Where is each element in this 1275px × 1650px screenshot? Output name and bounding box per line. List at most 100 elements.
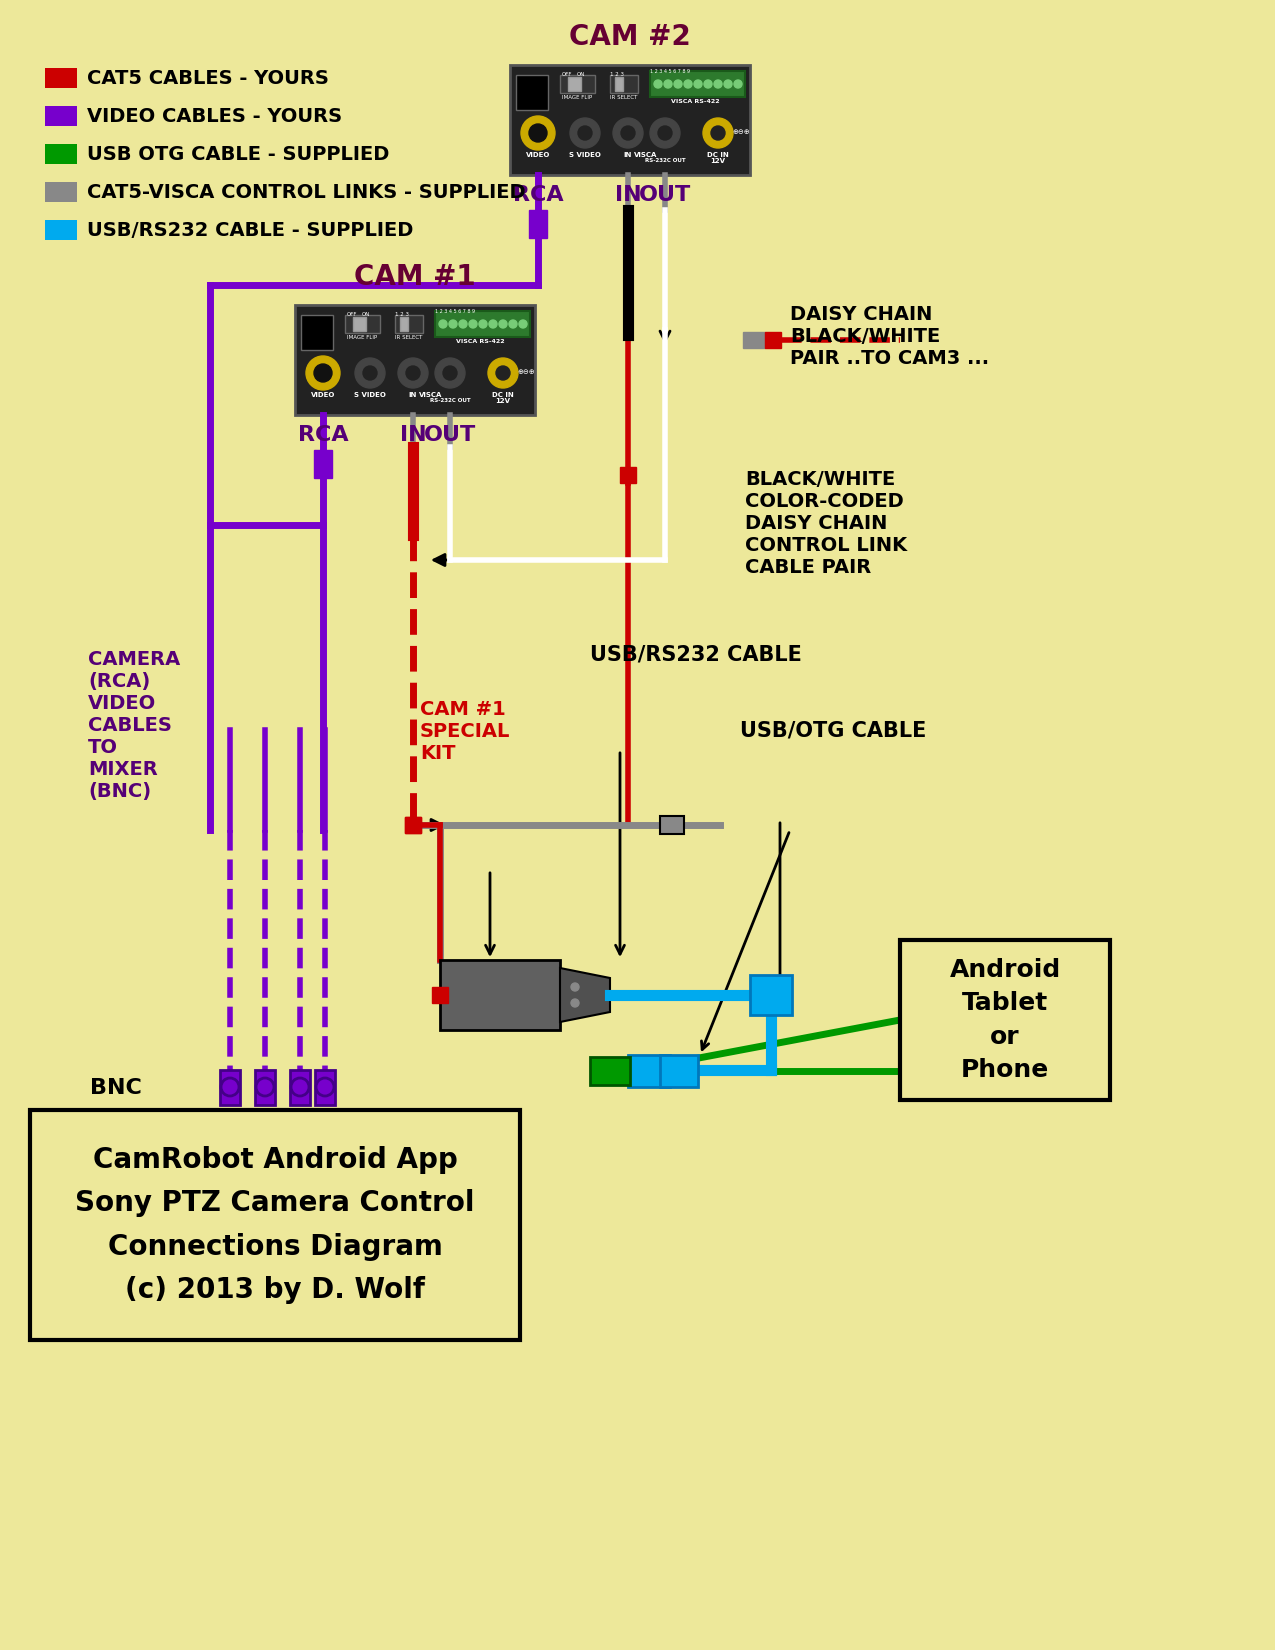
- Bar: [432, 987, 448, 1003]
- Circle shape: [724, 79, 732, 87]
- Circle shape: [488, 358, 518, 388]
- Text: ⊕⊖⊕: ⊕⊖⊕: [732, 129, 750, 135]
- Circle shape: [490, 320, 497, 328]
- Bar: [609, 74, 638, 92]
- Circle shape: [683, 79, 692, 87]
- Bar: [650, 71, 745, 97]
- Text: ON: ON: [362, 312, 370, 317]
- Circle shape: [654, 79, 662, 87]
- Text: IMAGE FLIP: IMAGE FLIP: [562, 96, 592, 101]
- Circle shape: [459, 320, 467, 328]
- Bar: [353, 317, 366, 332]
- Text: RCA: RCA: [513, 185, 564, 205]
- Bar: [405, 817, 421, 833]
- Text: VIDEO: VIDEO: [311, 393, 335, 398]
- Bar: [510, 64, 750, 175]
- Circle shape: [363, 366, 377, 380]
- Text: IN: IN: [615, 185, 641, 205]
- Bar: [440, 960, 560, 1030]
- Bar: [289, 1069, 310, 1106]
- Bar: [660, 1054, 697, 1087]
- Bar: [45, 182, 76, 201]
- Bar: [45, 106, 76, 125]
- Text: RS-232C OUT: RS-232C OUT: [430, 398, 470, 403]
- Bar: [45, 144, 76, 163]
- Circle shape: [398, 358, 428, 388]
- Text: USB OTG CABLE - SUPPLIED: USB OTG CABLE - SUPPLIED: [87, 145, 389, 163]
- Circle shape: [703, 119, 733, 148]
- Text: 12V: 12V: [710, 158, 725, 163]
- Text: VISCA: VISCA: [635, 152, 658, 158]
- Circle shape: [306, 356, 340, 389]
- Bar: [750, 975, 792, 1015]
- Bar: [765, 332, 782, 348]
- Bar: [560, 74, 595, 92]
- Bar: [405, 817, 421, 833]
- Circle shape: [405, 366, 419, 380]
- Circle shape: [704, 79, 711, 87]
- Circle shape: [496, 366, 510, 380]
- Text: 1 2 3 4 5 6 7 8 9: 1 2 3 4 5 6 7 8 9: [650, 69, 690, 74]
- Text: DC IN: DC IN: [708, 152, 729, 158]
- Text: VIDEO: VIDEO: [525, 152, 551, 158]
- Circle shape: [314, 365, 332, 383]
- Text: ⊕⊖⊕: ⊕⊖⊕: [516, 370, 534, 375]
- Text: OFF: OFF: [562, 73, 572, 78]
- Text: VISCA RS-422: VISCA RS-422: [455, 338, 505, 343]
- Circle shape: [509, 320, 516, 328]
- Bar: [529, 210, 547, 238]
- Text: S VIDEO: S VIDEO: [354, 393, 386, 398]
- Text: ON: ON: [578, 73, 585, 78]
- Circle shape: [469, 320, 477, 328]
- Text: Android
Tablet
or
Phone: Android Tablet or Phone: [950, 957, 1061, 1082]
- Bar: [590, 1058, 630, 1086]
- Circle shape: [674, 79, 682, 87]
- Circle shape: [439, 320, 448, 328]
- Bar: [435, 310, 530, 337]
- Circle shape: [291, 1077, 309, 1096]
- Bar: [221, 1069, 240, 1106]
- Circle shape: [571, 983, 579, 992]
- Circle shape: [499, 320, 507, 328]
- Bar: [743, 332, 765, 348]
- Text: RS-232C OUT: RS-232C OUT: [645, 158, 686, 163]
- Bar: [660, 817, 683, 833]
- Text: 1 2 3 4 5 6 7 8 9: 1 2 3 4 5 6 7 8 9: [435, 309, 476, 314]
- Text: CAT5 CABLES - YOURS: CAT5 CABLES - YOURS: [87, 69, 329, 87]
- Text: CAM #1: CAM #1: [354, 262, 476, 290]
- Text: USB/OTG CABLE: USB/OTG CABLE: [740, 719, 927, 739]
- Circle shape: [734, 79, 742, 87]
- Bar: [45, 219, 76, 239]
- Text: IR SELECT: IR SELECT: [611, 96, 638, 101]
- Bar: [620, 467, 636, 483]
- Circle shape: [658, 125, 672, 140]
- Bar: [45, 68, 76, 87]
- Text: 12V: 12V: [496, 398, 510, 404]
- Bar: [516, 74, 548, 111]
- Circle shape: [519, 320, 527, 328]
- Text: S VIDEO: S VIDEO: [569, 152, 601, 158]
- Text: BLACK/WHITE
COLOR-CODED
DAISY CHAIN
CONTROL LINK
CABLE PAIR: BLACK/WHITE COLOR-CODED DAISY CHAIN CONT…: [745, 470, 907, 578]
- Circle shape: [664, 79, 672, 87]
- Bar: [615, 78, 623, 91]
- Text: VISCA: VISCA: [419, 393, 442, 398]
- Circle shape: [714, 79, 722, 87]
- Circle shape: [442, 366, 456, 380]
- Text: USB/RS232 CABLE - SUPPLIED: USB/RS232 CABLE - SUPPLIED: [87, 221, 413, 239]
- Circle shape: [694, 79, 703, 87]
- Circle shape: [449, 320, 456, 328]
- Circle shape: [316, 1077, 334, 1096]
- Circle shape: [570, 119, 601, 148]
- Bar: [31, 1110, 520, 1340]
- Circle shape: [571, 998, 579, 1006]
- Circle shape: [621, 125, 635, 140]
- Bar: [295, 305, 536, 416]
- Text: IN: IN: [623, 152, 632, 158]
- Text: OUT: OUT: [639, 185, 691, 205]
- Text: IN: IN: [399, 426, 426, 446]
- Circle shape: [256, 1077, 274, 1096]
- Text: CAM #2: CAM #2: [569, 23, 691, 51]
- Circle shape: [221, 1077, 238, 1096]
- Bar: [400, 317, 408, 332]
- Text: VIDEO CABLES - YOURS: VIDEO CABLES - YOURS: [87, 107, 342, 125]
